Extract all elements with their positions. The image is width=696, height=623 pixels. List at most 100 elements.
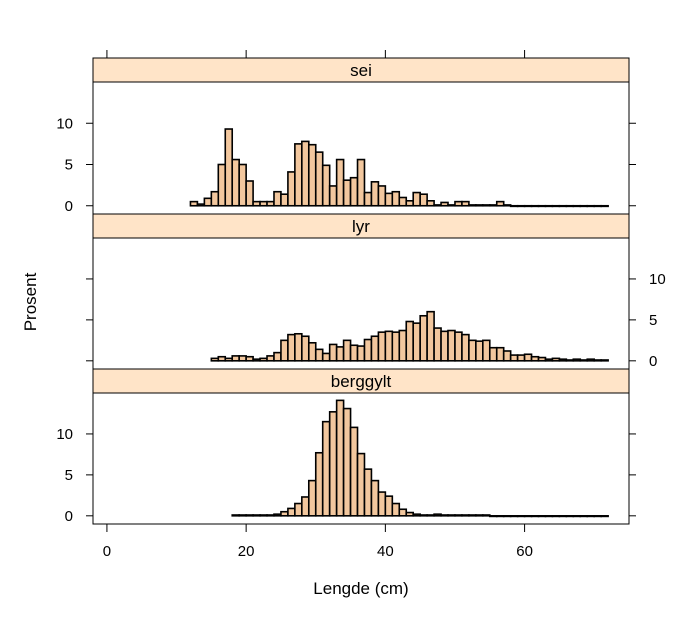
bar-berggylt-26 bbox=[287, 507, 296, 517]
bar-lyr-18 bbox=[231, 355, 240, 362]
bar-sei-63 bbox=[544, 204, 554, 208]
bar-sei-47 bbox=[433, 204, 442, 207]
bar-berggylt-35 bbox=[349, 426, 359, 517]
bar-berggylt-39 bbox=[377, 491, 387, 517]
bar-lyr-48 bbox=[440, 330, 449, 362]
bar-berggylt-64 bbox=[551, 515, 561, 518]
strip-label-berggylt: berggylt bbox=[331, 372, 392, 391]
bar-lyr-24 bbox=[273, 351, 282, 362]
bar-berggylt-28 bbox=[301, 496, 310, 517]
bar-sei-56 bbox=[495, 200, 505, 207]
bar-sei-26 bbox=[287, 171, 296, 207]
bar-berggylt-51 bbox=[461, 514, 470, 517]
bar-lyr-23 bbox=[266, 355, 275, 362]
bar-sei-22 bbox=[259, 200, 268, 207]
bar-berggylt-24 bbox=[273, 513, 282, 517]
y-tick-label-sei-10: 10 bbox=[56, 115, 73, 132]
bar-sei-27 bbox=[294, 143, 303, 207]
bar-lyr-67 bbox=[572, 358, 582, 362]
bar-sei-17 bbox=[224, 128, 234, 207]
bar-berggylt-27 bbox=[294, 502, 303, 517]
bar-sei-71 bbox=[600, 204, 609, 208]
bar-lyr-49 bbox=[447, 329, 456, 362]
bar-berggylt-71 bbox=[600, 515, 609, 518]
bar-berggylt-62 bbox=[537, 515, 547, 518]
bar-lyr-52 bbox=[468, 339, 477, 362]
bar-sei-48 bbox=[440, 201, 449, 207]
bar-lyr-41 bbox=[391, 331, 401, 362]
bar-berggylt-23 bbox=[266, 514, 275, 517]
bar-berggylt-70 bbox=[593, 515, 602, 518]
bar-sei-34 bbox=[342, 179, 352, 207]
strip-label-lyr: lyr bbox=[352, 217, 370, 236]
bar-sei-14 bbox=[203, 197, 213, 207]
y-tick-label-sei-0: 0 bbox=[65, 198, 73, 215]
bar-sei-16 bbox=[217, 163, 227, 207]
strip-sei bbox=[92, 57, 630, 83]
bar-lyr-57 bbox=[502, 350, 512, 362]
x-tick-label-60: 60 bbox=[516, 543, 533, 560]
bar-berggylt-37 bbox=[363, 468, 373, 517]
bar-sei-33 bbox=[335, 158, 345, 207]
strip-lyr bbox=[92, 213, 630, 239]
panel-berggylt: berggylt 0 5 10 bbox=[56, 368, 636, 525]
bar-sei-51 bbox=[461, 200, 470, 207]
bar-berggylt-53 bbox=[475, 514, 484, 517]
bar-berggylt-49 bbox=[447, 514, 456, 517]
bar-berggylt-21 bbox=[252, 514, 261, 517]
bar-sei-57 bbox=[502, 204, 512, 207]
bar-sei-29 bbox=[307, 143, 317, 207]
bar-lyr-33 bbox=[335, 346, 345, 362]
bar-berggylt-61 bbox=[530, 515, 540, 518]
bar-berggylt-52 bbox=[468, 514, 477, 517]
bar-lyr-62 bbox=[537, 356, 547, 362]
bar-lyr-29 bbox=[307, 341, 317, 362]
bar-sei-41 bbox=[391, 190, 401, 207]
bar-lyr-15 bbox=[210, 357, 220, 362]
bar-lyr-42 bbox=[398, 329, 408, 362]
panel-frame-berggylt bbox=[92, 392, 630, 525]
bar-lyr-19 bbox=[238, 355, 247, 362]
bar-lyr-16 bbox=[217, 355, 227, 362]
bar-sei-55 bbox=[488, 204, 498, 207]
bar-sei-66 bbox=[565, 204, 575, 208]
bar-sei-13 bbox=[196, 203, 206, 207]
bar-sei-24 bbox=[273, 190, 282, 207]
bar-berggylt-42 bbox=[398, 508, 408, 517]
bar-sei-60 bbox=[523, 204, 533, 208]
bar-berggylt-22 bbox=[259, 514, 268, 517]
bar-lyr-28 bbox=[301, 335, 310, 362]
x-axis-title: Lengde (cm) bbox=[313, 579, 408, 598]
bar-berggylt-59 bbox=[516, 515, 526, 518]
bar-berggylt-45 bbox=[419, 514, 428, 517]
bar-berggylt-46 bbox=[426, 514, 435, 517]
bar-sei-36 bbox=[356, 158, 366, 207]
bar-lyr-35 bbox=[349, 344, 359, 362]
bar-lyr-25 bbox=[280, 339, 289, 362]
bar-lyr-20 bbox=[245, 355, 254, 362]
bar-sei-69 bbox=[586, 204, 595, 208]
bar-sei-37 bbox=[363, 191, 373, 207]
bar-lyr-21 bbox=[252, 358, 261, 362]
bar-berggylt-33 bbox=[335, 399, 345, 517]
bar-lyr-58 bbox=[509, 354, 519, 362]
bar-berggylt-20 bbox=[245, 514, 254, 517]
strip-berggylt bbox=[92, 368, 630, 394]
y-tick-label-sei-5: 5 bbox=[65, 157, 73, 174]
bar-lyr-63 bbox=[544, 358, 554, 362]
bar-lyr-36 bbox=[356, 345, 366, 362]
bar-lyr-68 bbox=[579, 359, 589, 362]
bar-berggylt-38 bbox=[370, 479, 380, 517]
bar-berggylt-19 bbox=[238, 514, 247, 517]
bar-sei-68 bbox=[579, 204, 589, 208]
bar-sei-30 bbox=[314, 151, 324, 207]
x-tick-label-20: 20 bbox=[238, 543, 255, 560]
bar-lyr-32 bbox=[328, 343, 338, 362]
bar-berggylt-55 bbox=[488, 515, 498, 518]
bar-sei-39 bbox=[377, 185, 387, 207]
bar-sei-25 bbox=[280, 193, 289, 207]
bar-lyr-26 bbox=[287, 333, 296, 362]
bar-sei-65 bbox=[558, 204, 568, 208]
bar-sei-45 bbox=[419, 193, 428, 207]
